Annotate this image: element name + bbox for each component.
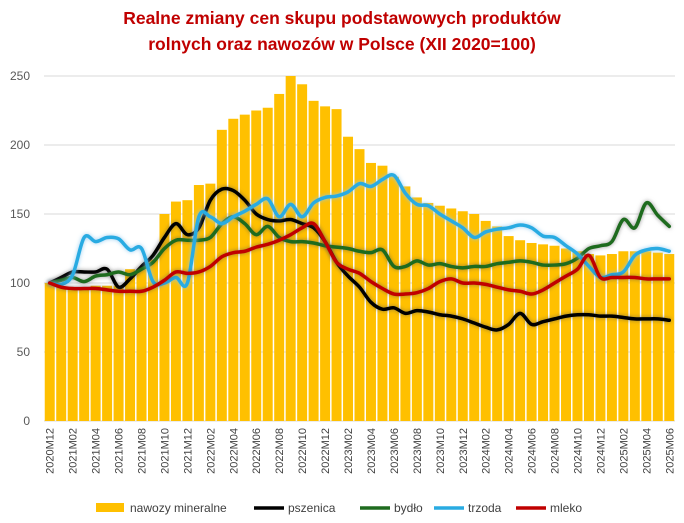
bar (629, 251, 640, 421)
bar (526, 242, 537, 421)
x-tick-label: 2024M04 (504, 428, 516, 474)
x-tick-label: 2021M04 (91, 428, 103, 474)
legend-label: trzoda (468, 501, 502, 515)
y-tick-label: 0 (23, 414, 30, 428)
x-tick-label: 2024M08 (550, 428, 562, 474)
bar (113, 285, 124, 421)
legend-label: pszenica (288, 501, 336, 515)
x-tick-label: 2023M02 (343, 428, 355, 474)
bar (606, 254, 617, 421)
bar (572, 251, 583, 421)
bar (583, 254, 594, 421)
bar (457, 211, 468, 421)
bar (492, 226, 503, 421)
y-tick-label: 100 (10, 276, 30, 290)
legend-label: mleko (550, 501, 582, 515)
x-tick-label: 2021M06 (114, 428, 126, 474)
bar (182, 200, 193, 421)
x-tick-label: 2022M06 (251, 428, 263, 474)
x-tick-label: 2025M04 (641, 428, 653, 474)
series-line-bydło (47, 201, 672, 285)
bar (228, 118, 239, 421)
legend-label: bydło (394, 501, 423, 515)
x-tick-label: 2024M02 (481, 428, 493, 474)
x-tick-label: 2020M12 (45, 428, 57, 474)
bar (90, 285, 101, 421)
bar (343, 136, 354, 421)
series-line-trzoda (47, 173, 672, 289)
bar (469, 214, 480, 421)
bar (595, 255, 606, 421)
bar (641, 251, 652, 421)
bar (664, 254, 675, 421)
bar (377, 165, 388, 421)
series-line-pszenica (47, 186, 672, 332)
x-tick-label: 2023M12 (458, 428, 470, 474)
bar (400, 186, 411, 421)
bar (320, 106, 331, 422)
bar (159, 214, 170, 421)
series-line-mleko (47, 221, 672, 297)
bar (205, 183, 216, 421)
bar (67, 287, 78, 421)
bar (136, 269, 147, 421)
bar (239, 114, 250, 421)
bar (56, 287, 67, 421)
y-tick-label: 150 (10, 207, 30, 221)
x-tick-label: 2024M06 (527, 428, 539, 474)
x-tick-label: 2022M10 (297, 428, 309, 474)
bar (308, 100, 319, 421)
x-tick-label: 2022M08 (274, 428, 286, 474)
x-tick-label: 2021M02 (68, 428, 80, 474)
bar (274, 93, 285, 421)
bar (216, 129, 227, 421)
bar (480, 220, 491, 421)
legend-label: nawozy mineralne (130, 501, 227, 515)
x-tick-label: 2021M08 (137, 428, 149, 474)
bar (652, 252, 663, 421)
bar (515, 240, 526, 421)
x-tick-label: 2025M02 (618, 428, 630, 474)
x-tick-label: 2023M10 (435, 428, 447, 474)
y-tick-label: 250 (10, 69, 30, 83)
x-tick-label: 2022M04 (228, 428, 240, 474)
bar (79, 287, 90, 421)
bar (388, 176, 399, 421)
bar (618, 251, 629, 421)
bar (148, 259, 158, 421)
bar (365, 162, 376, 421)
bar (285, 76, 296, 421)
chart-title-line2: rolnych oraz nawozów w Polsce (XII 2020=… (148, 34, 536, 54)
x-tick-label: 2024M10 (572, 428, 584, 474)
bar (538, 244, 549, 421)
x-tick-label: 2022M12 (320, 428, 332, 474)
chart-title-line1: Realne zmiany cen skupu podstawowych pro… (123, 8, 561, 28)
y-tick-label: 50 (17, 345, 31, 359)
x-tick-label: 2024M12 (595, 428, 607, 474)
y-tick-label: 200 (10, 138, 30, 152)
bar (297, 84, 308, 421)
x-tick-label: 2023M04 (366, 428, 378, 474)
bar (549, 245, 560, 421)
bar (102, 285, 113, 421)
bar (125, 269, 136, 421)
bar (561, 248, 571, 421)
bar (44, 283, 55, 421)
bar (170, 201, 181, 421)
bar (251, 110, 262, 421)
bar (503, 236, 514, 421)
bar (262, 107, 273, 422)
x-tick-label: 2025M06 (664, 428, 676, 474)
x-tick-label: 2021M10 (159, 428, 171, 474)
x-tick-label: 2021M12 (182, 428, 194, 474)
x-tick-label: 2022M02 (205, 428, 217, 474)
x-tick-label: 2023M06 (389, 428, 401, 474)
x-tick-label: 2023M08 (412, 428, 424, 474)
legend-swatch-nawozy mineralne (96, 503, 124, 512)
bar (193, 185, 204, 421)
